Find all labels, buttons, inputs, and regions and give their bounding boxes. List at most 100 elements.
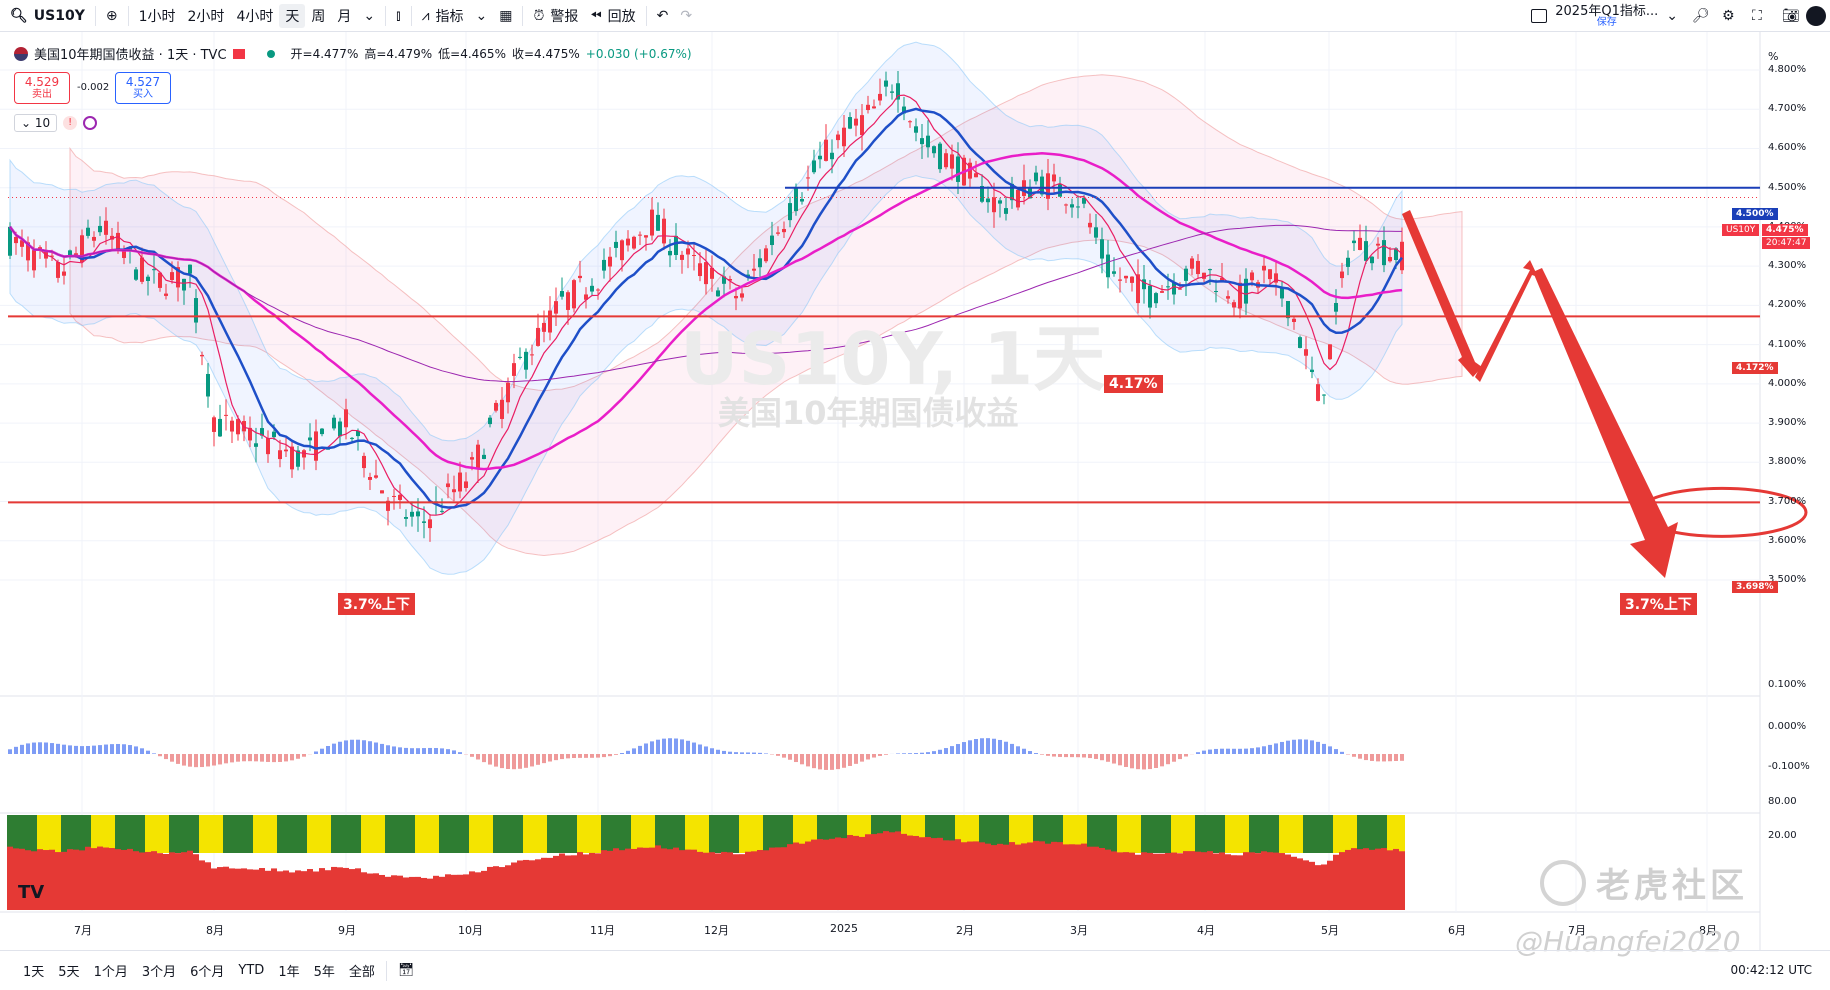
macd-bar: [242, 754, 246, 762]
interval-1h[interactable]: 1小时: [138, 8, 176, 25]
symbol-search[interactable]: 🔍︎ US10Y: [0, 0, 91, 32]
main-chart[interactable]: [0, 32, 1830, 950]
last-time-tag: 20:47:47: [1762, 237, 1811, 249]
candle-body: [1154, 293, 1158, 304]
momentum-bar: [1297, 858, 1303, 910]
momentum-bar: [1195, 851, 1201, 910]
interval-week[interactable]: 周: [311, 8, 326, 25]
indicators-dropdown[interactable]: ⌄: [469, 0, 493, 32]
snapshot-button[interactable]: 📷︎: [1776, 0, 1806, 32]
candle-body: [506, 382, 510, 403]
macd-bar: [500, 754, 504, 769]
macd-bar: [1070, 754, 1074, 758]
momentum-top-bar: [283, 815, 289, 853]
momentum-bar: [919, 837, 925, 910]
indicators-button[interactable]: ⩘ 指标: [416, 0, 470, 32]
layout-selector[interactable]: 2025年Q1指标... 保存 ⌄: [1523, 5, 1686, 28]
macd-bar: [884, 754, 888, 755]
undo-icon: ↶: [656, 7, 669, 24]
macd-bar: [344, 740, 348, 754]
interval-4h[interactable]: 4小时: [236, 8, 274, 25]
price-tick-label: 4.800%: [1768, 64, 1807, 75]
momentum-bar: [913, 835, 919, 910]
price-tick-label: 4.200%: [1768, 299, 1807, 311]
candle-body: [1292, 318, 1296, 323]
macd-bar: [1244, 748, 1248, 754]
candle-body: [932, 146, 936, 154]
range-1y[interactable]: 1年: [278, 965, 300, 980]
momentum-top-bar: [391, 815, 397, 853]
interval-month[interactable]: 月: [337, 8, 352, 25]
legend-title[interactable]: 美国10年期国债收益 · 1天 · TVC: [34, 48, 227, 63]
range-all[interactable]: 全部: [348, 965, 375, 980]
macd-bar: [152, 753, 156, 754]
alert-button[interactable]: ⏰︎ 警报: [527, 0, 584, 32]
chart-type-button[interactable]: ⫾: [390, 0, 406, 32]
macd-bar: [296, 754, 300, 759]
macd-bar: [536, 754, 540, 765]
momentum-bar: [217, 867, 223, 910]
macd-bar: [230, 754, 234, 763]
candle-body: [1064, 204, 1068, 206]
candle-body: [1262, 265, 1266, 271]
interval-dropdown[interactable]: ⌄: [357, 0, 381, 32]
macd-bar: [1154, 754, 1158, 768]
range-1m[interactable]: 1个月: [93, 965, 128, 980]
momentum-bar: [187, 850, 193, 910]
momentum-bar: [757, 849, 763, 910]
momentum-top-bar: [55, 815, 61, 853]
macd-bar: [1232, 748, 1236, 754]
candle-body: [704, 262, 708, 285]
undo-button[interactable]: ↶: [651, 0, 675, 32]
momentum-top-bar: [913, 815, 919, 853]
redo-button[interactable]: ↷: [674, 0, 698, 32]
interval-2h[interactable]: 2小时: [187, 8, 225, 25]
momentum-bar: [1003, 844, 1009, 910]
settings-button[interactable]: ⚙: [1716, 0, 1746, 32]
templates-button[interactable]: ▦: [493, 0, 518, 32]
range-5d[interactable]: 5天: [58, 965, 80, 980]
quick-search-button[interactable]: 🔎︎: [1686, 0, 1716, 32]
momentum-top-bar: [295, 815, 301, 853]
momentum-top-bar: [847, 815, 853, 853]
candle-body: [716, 290, 720, 297]
macd-bar: [392, 746, 396, 754]
momentum-bar: [127, 848, 133, 910]
candle-body: [680, 254, 684, 260]
range-3m[interactable]: 3个月: [141, 965, 177, 980]
momentum-top-bar: [259, 815, 265, 853]
momentum-bar: [337, 867, 343, 910]
momentum-top-bar: [151, 815, 157, 853]
candle-body: [458, 472, 462, 492]
bottom-toolbar: 1天 5天 1个月 3个月 6个月 YTD 1年 5年 全部 📅︎ 00:42:…: [0, 950, 1830, 990]
add-symbol-button[interactable]: ⊕: [100, 0, 124, 32]
replay-button[interactable]: ⏪︎ 回放: [584, 0, 641, 32]
fullscreen-button[interactable]: ⛶: [1746, 0, 1776, 32]
buy-button[interactable]: 4.527 买入: [115, 72, 171, 104]
momentum-top-bar: [1213, 815, 1219, 853]
momentum-top-bar: [451, 815, 457, 853]
range-ytd[interactable]: YTD: [238, 963, 265, 978]
macd-bar: [1172, 754, 1176, 762]
momentum-top-bar: [1297, 815, 1303, 853]
sell-button[interactable]: 4.529 卖出: [14, 72, 70, 104]
interval-day[interactable]: 天: [279, 3, 306, 28]
goto-date-button[interactable]: 📅︎: [391, 963, 422, 978]
momentum-top-bar: [835, 815, 841, 853]
candle-body: [146, 276, 150, 281]
momentum-top-bar: [1009, 815, 1015, 853]
last-price-tag: 4.475%: [1762, 224, 1808, 236]
candle-body: [1232, 302, 1236, 308]
range-6m[interactable]: 6个月: [190, 965, 225, 980]
range-1d[interactable]: 1天: [23, 965, 45, 980]
indicator-list-toggle[interactable]: ⌄ 10 !: [14, 114, 98, 132]
range-5y[interactable]: 5年: [313, 965, 335, 980]
candle-body: [776, 232, 780, 234]
publish-button[interactable]: [1806, 0, 1830, 32]
macd-bar: [908, 753, 912, 754]
macd-bar: [248, 754, 252, 762]
momentum-bar: [601, 850, 607, 910]
momentum-top-bar: [517, 815, 523, 853]
utc-clock[interactable]: 00:42:12 UTC: [1730, 963, 1813, 977]
candle-body: [1280, 286, 1284, 299]
